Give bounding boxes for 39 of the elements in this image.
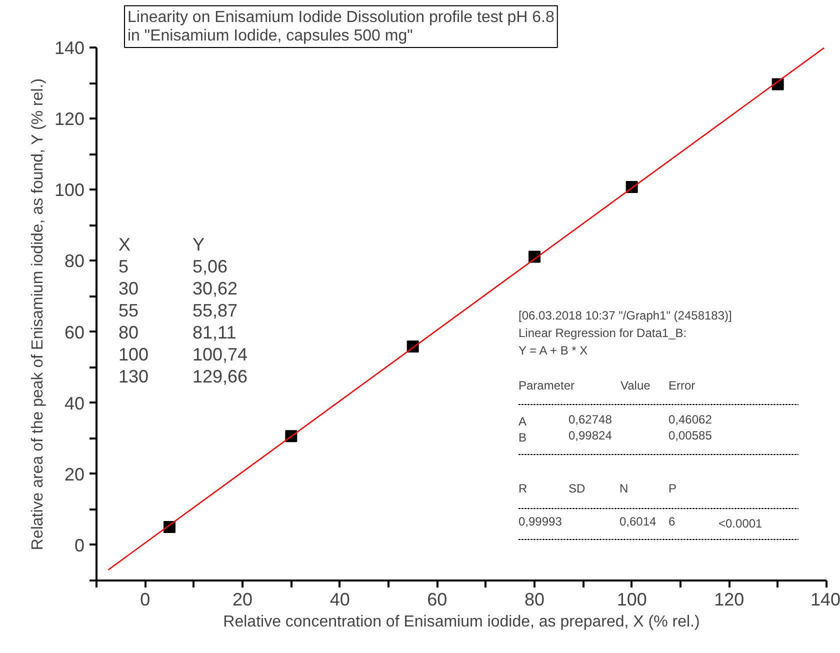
chart-title: Linearity on Enisamium Iodide Dissolution profile test pH 6.8 in "Enisamium Iodide, capsules 500 mg" [128,8,554,44]
y-tick-label: 40 [64,393,85,414]
annotation: 0,46062 [668,412,712,426]
annotation: <0.0001 [718,516,763,530]
x-axis-title: Relative concentration of Enisamium iodide, as prepared, X (% rel.) [223,614,700,630]
annotation: Parameter [518,378,575,392]
annotation: 0,00585 [668,428,712,442]
x-tick-label: 0 [140,590,150,610]
annotation: SD [568,482,586,496]
y-tick-label: 0 [74,535,85,556]
annotation: X 5 30 55 80 100 130 [118,234,149,386]
annotation: B [518,430,527,444]
x-tick-label: 60 [427,590,448,610]
annotation: A [518,414,527,428]
x-tick-label: 20 [232,590,253,610]
annotation: Y 5,06 30,62 55,87 81,11 100,74 129,66 [192,234,248,386]
y-tick-label: 60 [64,322,85,342]
y-tick-label: 140 [54,38,85,58]
y-tick-label: 80 [64,251,85,272]
x-tick-label: 40 [330,590,350,610]
x-tick-label: 140 [810,590,840,610]
annotation: 6 [668,514,676,528]
x-tick-label: 100 [616,590,647,610]
y-tick-label: 120 [54,109,85,130]
y-tick-label: 20 [64,464,85,484]
annotation: R [518,482,528,496]
annotation: N [620,482,628,496]
annotation: 0,6014 [620,514,657,528]
annotation: Value [620,378,651,392]
annotation: Error [668,378,696,392]
y-tick-label: 100 [54,180,85,200]
annotation: 0,62748 [568,412,612,426]
x-tick-label: 120 [714,590,744,610]
y-axis-title: Relative area of the peak of Enisamium iodide, as found, Y (% rel.) [29,78,46,550]
annotation: 0,99824 [568,428,612,442]
annotation: P [668,482,677,496]
x-tick-label: 80 [524,590,545,610]
annotation: 0,99993 [518,514,562,528]
annotation: [06.03.2018 10:37 "/Graph1" (2458183)] Linear Regression for Data1_B: Y = A + B * X [518,308,732,358]
